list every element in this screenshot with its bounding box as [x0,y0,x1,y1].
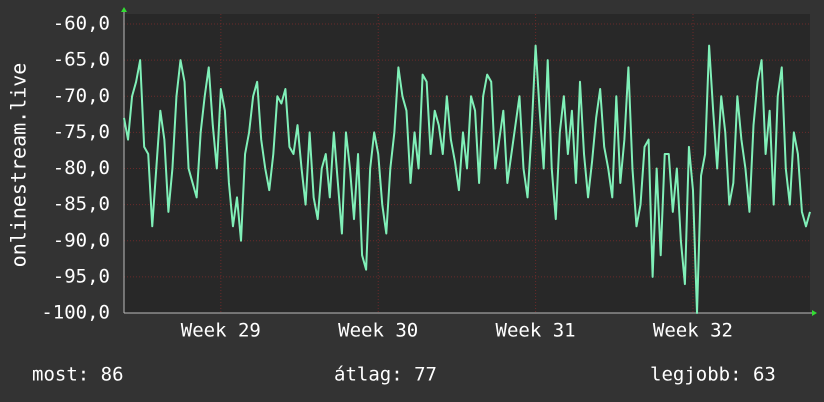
y-axis-title: onlinestream.live [7,63,31,268]
y-tick-label: -90,0 [53,229,110,251]
footer-best: legjobb: 63 [650,364,776,386]
y-tick-label: -85,0 [53,193,110,215]
y-tick-label: -95,0 [53,265,110,287]
x-tick-label: Week 29 [181,320,261,342]
series-line [123,44,811,314]
y-tick-label: -60,0 [53,13,110,35]
y-tick-label: -65,0 [53,49,110,71]
y-tick-label: -100,0 [41,302,110,324]
x-tick-label: Week 31 [496,320,576,342]
axis-arrow [121,7,127,12]
y-tick-label: -80,0 [53,157,110,179]
x-tick-label: Week 32 [653,320,733,342]
y-tick-label: -75,0 [53,121,110,143]
footer-average: átlag: 77 [334,364,437,386]
x-tick-label: Week 30 [338,320,418,342]
footer-current: most: 86 [32,364,124,386]
y-tick-label: -70,0 [53,85,110,107]
axis-arrow [812,310,817,316]
